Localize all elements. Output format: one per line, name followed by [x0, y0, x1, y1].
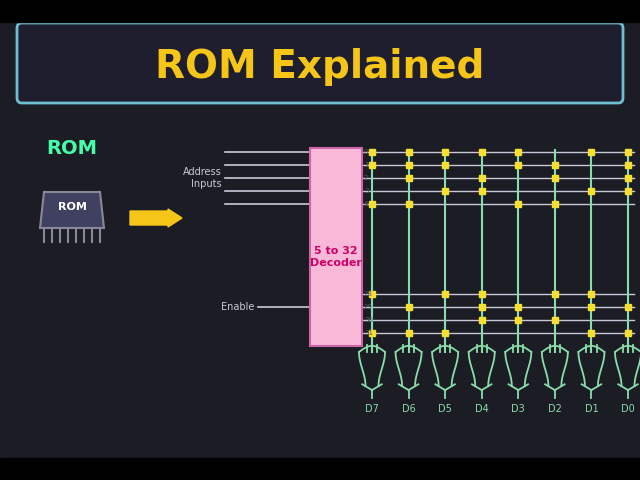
Text: ROM: ROM: [47, 139, 97, 157]
FancyBboxPatch shape: [17, 23, 623, 103]
Text: D7: D7: [365, 404, 379, 414]
Polygon shape: [40, 192, 104, 228]
Text: 30: 30: [364, 317, 373, 323]
Text: ROM: ROM: [58, 202, 86, 212]
Text: D2: D2: [548, 404, 562, 414]
Text: ROM Explained: ROM Explained: [156, 48, 484, 86]
Text: D1: D1: [584, 404, 598, 414]
Text: 29: 29: [364, 304, 373, 310]
Text: D4: D4: [475, 404, 488, 414]
Text: 31: 31: [364, 330, 373, 336]
Text: D0: D0: [621, 404, 635, 414]
Text: Enable: Enable: [221, 302, 254, 312]
Text: D5: D5: [438, 404, 452, 414]
Text: 2: 2: [364, 175, 369, 181]
Text: 28: 28: [364, 291, 373, 297]
Text: 3: 3: [364, 188, 369, 194]
Text: 0: 0: [364, 149, 369, 155]
Text: 4: 4: [364, 201, 369, 207]
Bar: [0, 0, 640, 22]
Text: D6: D6: [402, 404, 415, 414]
Text: 5 to 32
Decoder: 5 to 32 Decoder: [310, 246, 362, 268]
Bar: [0, 458, 640, 480]
Text: 1: 1: [364, 162, 369, 168]
Text: D3: D3: [511, 404, 525, 414]
FancyArrow shape: [130, 209, 182, 227]
Text: Address
Inputs: Address Inputs: [183, 167, 222, 189]
Bar: [310, 148, 362, 346]
